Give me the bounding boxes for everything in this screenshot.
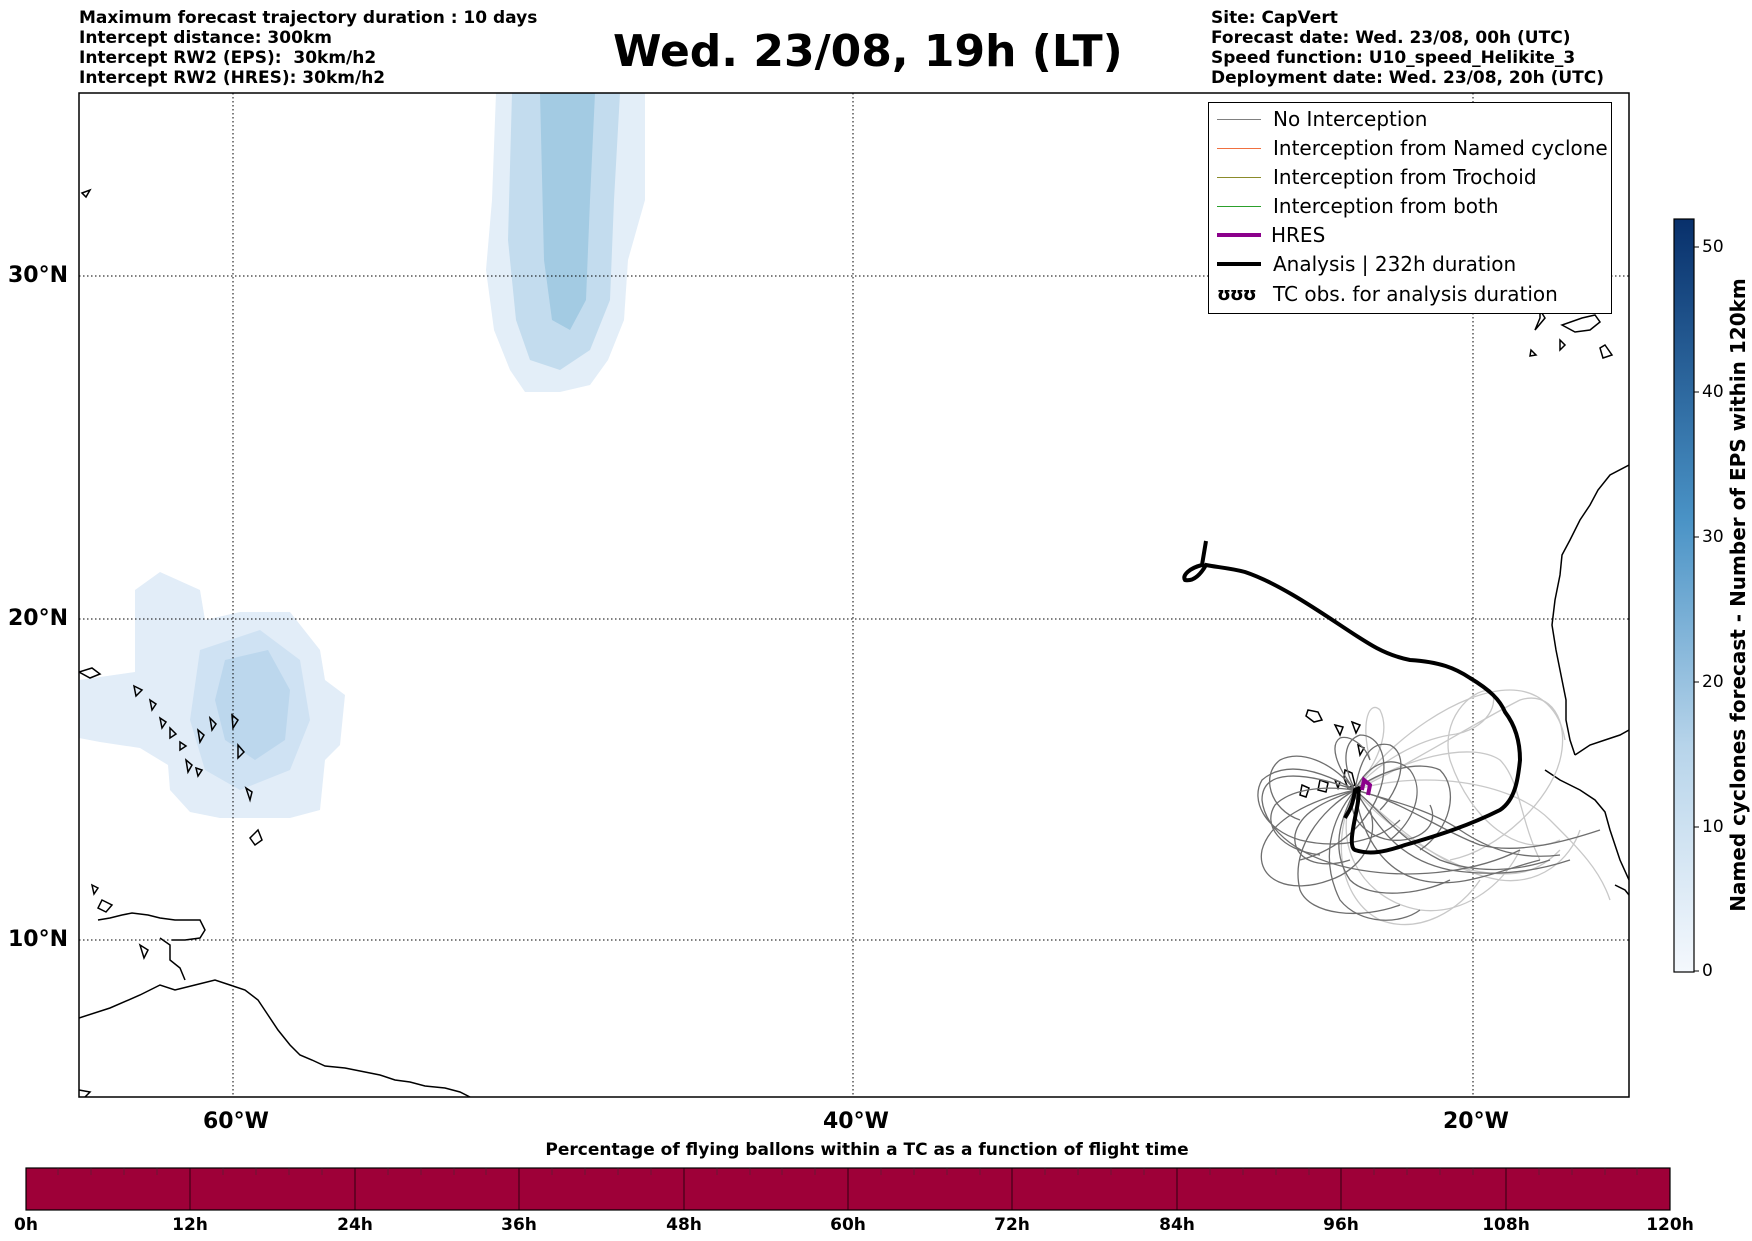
legend-item-analysis: Analysis | 232h duration — [1217, 251, 1516, 277]
colorbar-tick-40: 40 — [1702, 382, 1724, 402]
page-title: Wed. 23/08, 19h (LT) — [613, 26, 1123, 77]
legend-label-hres: HRES — [1271, 223, 1326, 247]
bar-tick-120h: 120h — [1646, 1215, 1694, 1235]
legend-swatch-trochoid — [1217, 176, 1261, 178]
legend-item-hres: HRES — [1217, 222, 1325, 248]
legend-label-no-interception: No Interception — [1273, 107, 1428, 131]
lat-label-10n: 10°N — [8, 927, 69, 952]
info-intercept-eps: Intercept RW2 (EPS): 30km/h2 — [79, 48, 377, 68]
bar-tick-24h: 24h — [337, 1215, 373, 1235]
cyclone-density-north — [486, 93, 645, 392]
colorbar-tick-0: 0 — [1702, 961, 1713, 981]
info-max-duration: Maximum forecast trajectory duration : 1… — [79, 8, 538, 28]
bar-tick-108h: 108h — [1482, 1215, 1530, 1235]
legend-label-trochoid: Interception from Trochoid — [1273, 165, 1537, 189]
lon-label-40w: 40°W — [823, 1109, 889, 1134]
legend-item-both: Interception from both — [1217, 193, 1499, 219]
colorbar-tick-20: 20 — [1702, 672, 1724, 692]
hres-track — [1360, 776, 1373, 796]
colorbar — [1673, 218, 1695, 973]
legend-label-named-cyclone: Interception from Named cyclone — [1273, 136, 1608, 160]
flight-time-bar-ticks — [25, 1168, 1671, 1210]
legend-swatch-both — [1217, 205, 1261, 207]
legend-item-tc-obs: ʊʊʊ TC obs. for analysis duration — [1217, 281, 1558, 307]
colorbar-tick-10: 10 — [1702, 817, 1724, 837]
header-left-info: Maximum forecast trajectory duration : 1… — [79, 8, 537, 88]
info-speed-function: Speed function: U10_speed_Helikite_3 — [1211, 48, 1576, 68]
bar-tick-36h: 36h — [501, 1215, 537, 1235]
bar-tick-84h: 84h — [1159, 1215, 1195, 1235]
header-right-info: Site: CapVert Forecast date: Wed. 23/08,… — [1211, 8, 1604, 88]
map-gridlines — [79, 93, 1629, 1097]
flight-time-bar-minor-ticks — [57, 1168, 1638, 1175]
cyclone-density-caribbean — [79, 572, 345, 818]
analysis-track — [1182, 540, 1523, 855]
legend-swatch-no-interception — [1217, 118, 1261, 120]
legend-item-named-cyclone: Interception from Named cyclone — [1217, 135, 1608, 161]
colorbar-label: Named cyclones forecast - Number of EPS … — [1726, 278, 1750, 912]
flight-time-bar-title: Percentage of flying ballons within a TC… — [545, 1140, 1189, 1160]
info-intercept-distance: Intercept distance: 300km — [79, 28, 332, 48]
legend-swatch-analysis — [1217, 262, 1261, 266]
lat-label-30n: 30°N — [8, 263, 69, 288]
legend-label-both: Interception from both — [1273, 194, 1499, 218]
legend-swatch-hres — [1217, 233, 1261, 237]
colorbar-tick-50: 50 — [1702, 237, 1724, 257]
map-frame — [78, 92, 1630, 1098]
legend-item-no-interception: No Interception — [1217, 106, 1427, 132]
bar-tick-72h: 72h — [994, 1215, 1030, 1235]
legend-label-tc-obs: TC obs. for analysis duration — [1273, 282, 1558, 306]
legend: No Interception Interception from Named … — [1208, 102, 1612, 314]
legend-label-analysis: Analysis | 232h duration — [1273, 252, 1517, 276]
bar-tick-60h: 60h — [830, 1215, 866, 1235]
lon-label-20w: 20°W — [1443, 1109, 1509, 1134]
lon-label-60w: 60°W — [203, 1109, 269, 1134]
legend-swatch-named-cyclone — [1217, 147, 1261, 149]
eps-trajectories — [1257, 734, 1601, 921]
legend-item-trochoid: Interception from Trochoid — [1217, 164, 1537, 190]
bar-tick-0h: 0h — [14, 1215, 38, 1235]
bar-tick-48h: 48h — [666, 1215, 702, 1235]
info-forecast-date: Forecast date: Wed. 23/08, 00h (UTC) — [1211, 28, 1571, 48]
bar-tick-12h: 12h — [172, 1215, 208, 1235]
bar-tick-96h: 96h — [1323, 1215, 1359, 1235]
lat-label-20n: 20°N — [8, 606, 69, 631]
info-site: Site: CapVert — [1211, 8, 1338, 28]
colorbar-tick-30: 30 — [1702, 527, 1724, 547]
tc-symbol-icon: ʊʊʊ — [1217, 283, 1257, 305]
info-deployment-date: Deployment date: Wed. 23/08, 20h (UTC) — [1211, 68, 1605, 88]
info-intercept-hres: Intercept RW2 (HRES): 30km/h2 — [79, 68, 386, 88]
coastlines — [79, 188, 1629, 1097]
